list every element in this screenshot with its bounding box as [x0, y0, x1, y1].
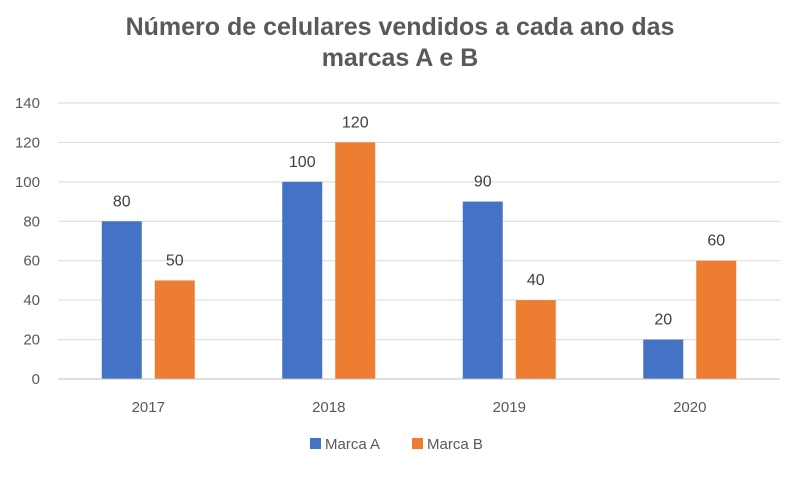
data-label-marca-b-2020: 60 [707, 233, 725, 250]
bar-marca-a-2018 [282, 181, 323, 379]
bar-marca-a-2019 [462, 201, 503, 379]
bar-marca-b-2017 [154, 280, 195, 379]
data-label-marca-b-2018: 120 [342, 114, 369, 131]
x-tick-label-2018: 2018 [312, 399, 345, 416]
bar-marca-a-2020 [643, 339, 684, 379]
y-tick-label-20: 20 [23, 332, 40, 349]
legend-label-marca-a: Marca A [325, 436, 380, 453]
bar-marca-b-2018 [335, 142, 376, 379]
y-tick-label-40: 40 [23, 292, 40, 309]
x-tick-label-2017: 2017 [132, 399, 165, 416]
data-label-marca-a-2017: 80 [113, 193, 131, 210]
legend-swatch-marca-b [412, 438, 423, 449]
y-tick-label-0: 0 [32, 371, 40, 388]
y-tick-label-80: 80 [23, 213, 40, 230]
bar-marca-b-2019 [515, 300, 556, 379]
bar-marca-b-2020 [696, 260, 737, 379]
data-label-marca-b-2017: 50 [166, 252, 184, 269]
data-label-marca-b-2019: 40 [527, 272, 545, 289]
data-label-marca-a-2018: 100 [289, 154, 316, 171]
data-label-marca-a-2020: 20 [654, 312, 672, 329]
chart-title-line-1: Número de celulares vendidos a cada ano … [125, 13, 675, 41]
legend-swatch-marca-a [310, 438, 321, 449]
y-tick-label-140: 140 [15, 95, 40, 112]
y-tick-label-60: 60 [23, 253, 40, 270]
y-tick-label-120: 120 [15, 134, 40, 151]
data-label-marca-a-2019: 90 [474, 174, 492, 191]
bar-marca-a-2017 [101, 221, 142, 379]
x-tick-label-2020: 2020 [673, 399, 706, 416]
x-tick-label-2019: 2019 [493, 399, 526, 416]
chart-title: Número de celulares vendidos a cada ano … [0, 12, 800, 74]
chart-title-line-2: marcas A e B [321, 44, 479, 72]
legend-label-marca-b: Marca B [427, 436, 483, 453]
y-tick-label-100: 100 [15, 174, 40, 191]
